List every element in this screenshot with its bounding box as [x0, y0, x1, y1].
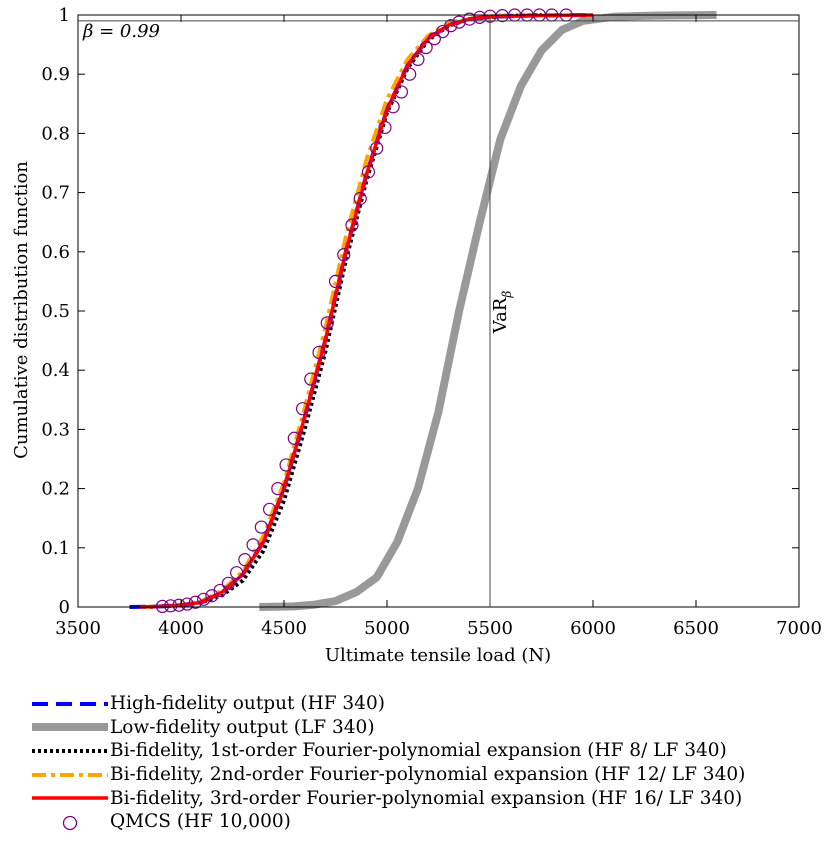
- qmcs-marker: [353, 191, 367, 206]
- legend-item: Bi-fidelity, 1st-order Fourier-polynomia…: [30, 739, 820, 763]
- qmcs-marker: [213, 583, 227, 598]
- x-tick-label: 3500: [55, 618, 101, 639]
- qmcs-marker: [254, 520, 268, 534]
- qmcs-marker: [238, 553, 252, 567]
- qmcs-marker: [312, 345, 326, 360]
- legend-item: Low-fidelity output (LF 340): [30, 716, 820, 740]
- qmcs-marker: [221, 576, 235, 590]
- chart-legend: High-fidelity output (HF 340) Low-fidelit…: [30, 692, 820, 834]
- qmcs-marker: [378, 120, 392, 135]
- legend-label: QMCS (HF 10,000): [110, 811, 291, 833]
- legend-label: Bi-fidelity, 3rd-order Fourier-polynomia…: [110, 787, 743, 809]
- qmcs-marker: [328, 274, 343, 288]
- legend-label: Bi-fidelity, 1st-order Fourier-polynomia…: [110, 740, 727, 762]
- qmcs-marker: [345, 218, 359, 232]
- qmcs-marker: [473, 10, 487, 24]
- qmcs-marker: [462, 12, 476, 26]
- qmcs-marker: [155, 599, 170, 614]
- legend-swatch: [62, 815, 78, 830]
- y-tick-label: 1: [59, 5, 70, 26]
- y-tick-label: 0.8: [41, 123, 70, 144]
- x-tick-label: 5000: [364, 618, 410, 639]
- x-axis-label: Ultimate tensile load (N): [325, 645, 551, 666]
- beta-annotation: β = 0.99: [82, 21, 160, 42]
- qmcs-marker: [304, 372, 318, 386]
- qmcs-marker: [386, 100, 400, 114]
- y-tick-label: 0: [59, 597, 70, 618]
- qmcs-marker: [295, 402, 310, 416]
- qmcs-marker: [419, 40, 433, 55]
- series-line-bi-fidelity-3rd-order-fourier-: [139, 13, 594, 609]
- plot-frame: [77, 14, 800, 608]
- y-tick-label: 0.6: [41, 242, 70, 263]
- cdf-chart: 3500 4000 4500 5000 5500 6000 6500 7000 0 0.1 0.2 0…: [11, 5, 822, 666]
- qmcs-marker: [271, 482, 285, 496]
- legend-swatch: [32, 772, 108, 777]
- qmcs-marker: [370, 141, 384, 155]
- qmcs-marker: [172, 598, 186, 612]
- legend-swatch: [32, 701, 108, 706]
- legend-label: Low-fidelity output (LF 340): [110, 716, 375, 738]
- legend-item: Bi-fidelity, 3rd-order Fourier-polynomia…: [30, 786, 820, 810]
- legend-label: High-fidelity output (HF 340): [110, 693, 385, 715]
- qmcs-marker: [262, 502, 277, 516]
- legend-item: Bi-fidelity, 2nd-order Fourier-polynomia…: [30, 763, 820, 787]
- var-annotation: VaRβ: [490, 291, 514, 335]
- legend-swatch: [32, 796, 108, 800]
- y-tick-label: 0.7: [41, 183, 70, 204]
- qmcs-marker: [320, 316, 334, 330]
- qmcs-marker: [411, 52, 425, 67]
- y-axis-label: Cumulative distribution function: [11, 161, 32, 459]
- y-tick-label: 0.9: [41, 64, 70, 85]
- series-line-high-fidelity-output-hf-340: [129, 13, 594, 609]
- x-tick-label: 7000: [776, 618, 822, 639]
- x-tick-label: 4000: [158, 618, 204, 639]
- qmcs-marker: [197, 592, 211, 606]
- qmcs-marker: [444, 19, 458, 33]
- x-tick-label: 6000: [570, 618, 616, 639]
- y-tick-label: 0.3: [41, 419, 70, 440]
- legend-item: QMCS (HF 10,000): [30, 810, 820, 834]
- legend-item: High-fidelity output (HF 340): [30, 692, 820, 716]
- series-line-bi-fidelity-1st-order-fourier-: [149, 13, 542, 609]
- qmcs-marker: [164, 599, 178, 613]
- qmcs-marker: [427, 32, 441, 46]
- qmcs-marker: [287, 431, 301, 445]
- series-line-bi-fidelity-2nd-order-fourier-: [143, 13, 532, 609]
- y-tick-label: 0.1: [41, 538, 70, 559]
- x-tick-label: 4500: [261, 618, 307, 639]
- legend-label: Bi-fidelity, 2nd-order Fourier-polynomia…: [110, 764, 746, 786]
- qmcs-marker: [230, 566, 244, 580]
- qmcs-marker: [279, 458, 293, 472]
- y-tick-label: 0.4: [41, 360, 70, 381]
- qmcs-marker: [361, 165, 376, 179]
- qmcs-marker: [452, 15, 466, 29]
- legend-swatch: [32, 748, 108, 753]
- x-tick-label: 5500: [467, 618, 513, 639]
- y-tick-label: 0.2: [41, 479, 70, 500]
- x-tick-label: 6500: [673, 618, 719, 639]
- qmcs-marker: [394, 85, 409, 99]
- qmcs-marker: [246, 538, 260, 552]
- y-tick-label: 0.5: [41, 301, 70, 322]
- legend-swatch: [32, 723, 108, 732]
- qmcs-marker: [188, 595, 203, 609]
- qmcs-marker: [337, 248, 351, 262]
- qmcs-marker: [403, 67, 417, 81]
